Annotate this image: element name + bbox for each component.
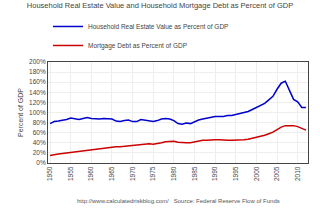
svg-text:2000: 2000 — [253, 166, 260, 181]
svg-text:http://www.calculatedriskblog.: http://www.calculatedriskblog.com/ Sourc… — [77, 198, 280, 204]
svg-text:1970: 1970 — [129, 166, 136, 181]
svg-text:0%: 0% — [36, 159, 46, 166]
svg-text:Percent of GDP: Percent of GDP — [17, 88, 24, 137]
svg-text:80%: 80% — [33, 119, 46, 126]
svg-text:140%: 140% — [29, 89, 46, 96]
svg-text:1995: 1995 — [232, 166, 239, 181]
svg-text:2005: 2005 — [273, 166, 280, 181]
svg-text:Mortgage Debt as Percent of GD: Mortgage Debt as Percent of GDP — [88, 42, 187, 50]
svg-text:180%: 180% — [29, 68, 46, 75]
svg-text:2010: 2010 — [294, 166, 301, 181]
svg-text:1960: 1960 — [87, 166, 94, 181]
svg-text:1965: 1965 — [108, 166, 115, 181]
svg-text:120%: 120% — [29, 99, 46, 106]
svg-text:1985: 1985 — [191, 166, 198, 181]
svg-text:1955: 1955 — [67, 166, 74, 181]
svg-text:1975: 1975 — [149, 166, 156, 181]
svg-text:Household Real Estate Value as: Household Real Estate Value as Percent o… — [88, 23, 228, 30]
svg-text:200%: 200% — [29, 58, 46, 65]
svg-text:20%: 20% — [33, 149, 46, 156]
svg-text:160%: 160% — [29, 78, 46, 85]
svg-text:40%: 40% — [33, 139, 46, 146]
svg-text:1990: 1990 — [211, 166, 218, 181]
svg-text:1980: 1980 — [170, 166, 177, 181]
svg-text:60%: 60% — [33, 129, 46, 136]
svg-text:Household Real Estate Value an: Household Real Estate Value and Househol… — [27, 1, 293, 10]
svg-text:1950: 1950 — [46, 166, 53, 181]
svg-text:100%: 100% — [29, 109, 46, 116]
